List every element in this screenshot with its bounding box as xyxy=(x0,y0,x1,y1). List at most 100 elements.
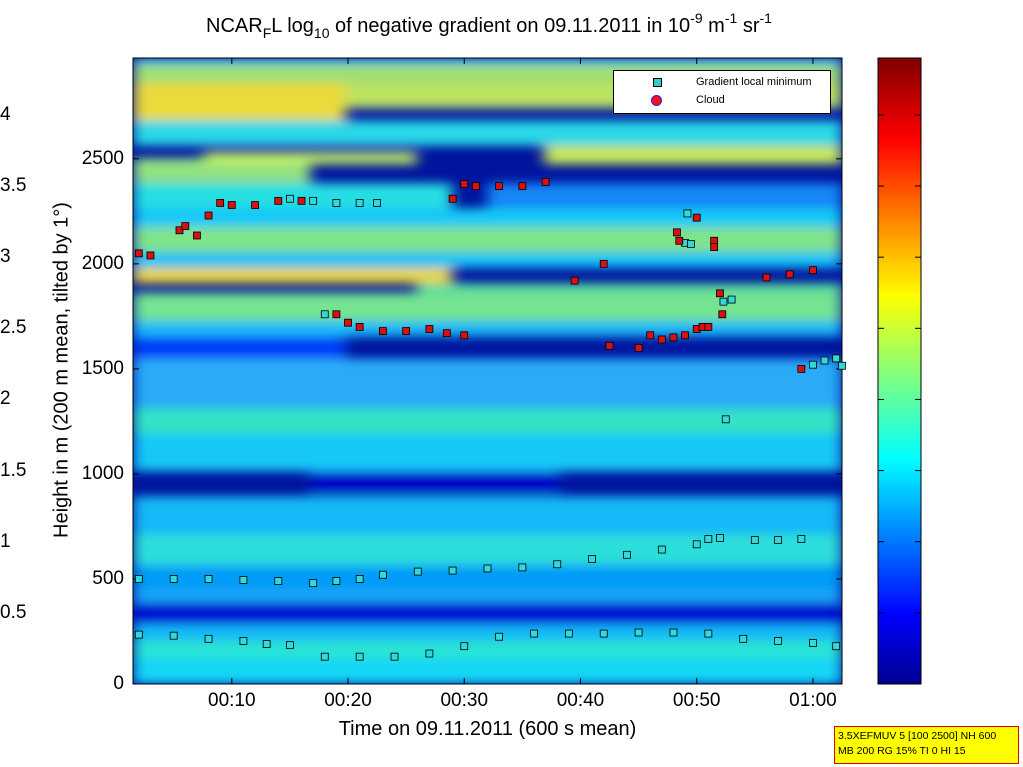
gradient-minimum-point xyxy=(704,629,713,638)
gradient-minimum-point xyxy=(832,642,841,651)
gradient-minimum-point xyxy=(448,566,457,575)
gradient-minimum-point xyxy=(704,535,713,543)
colorbar-tick-label: 0.5 xyxy=(0,601,27,623)
cloud-point xyxy=(797,364,806,373)
cloud-point xyxy=(704,322,713,331)
x-axis-label: Time on 09.11.2011 (600 s mean) xyxy=(338,718,637,740)
gradient-minimum-point xyxy=(239,637,248,645)
cloud-point xyxy=(425,325,434,333)
y-tick-label: 1500 xyxy=(81,357,124,379)
x-tick-label: 01:00 xyxy=(789,690,837,711)
cloud-point xyxy=(646,331,655,340)
gradient-minimum-point xyxy=(286,641,294,650)
cloud-point xyxy=(471,182,480,191)
cloud-point xyxy=(809,266,817,275)
gradient-minimum-point xyxy=(683,209,692,218)
legend-entry-gradient-minimum: Gradient local minimum xyxy=(614,73,830,91)
colorbar xyxy=(877,57,922,685)
chart-title: NCARFL log10 of negative gradient on 09.… xyxy=(206,10,772,41)
gradient-minimum-point xyxy=(657,545,666,554)
cloud-point xyxy=(181,222,190,230)
cloud-point xyxy=(378,327,387,335)
gradient-minimum-point xyxy=(355,575,364,583)
colorbar-tick-label: 3 xyxy=(0,246,11,268)
gradient-minimum-point xyxy=(832,354,841,363)
legend-entry-cloud: Cloud xyxy=(614,91,830,109)
cloud-point xyxy=(344,318,352,327)
gradient-minimum-point xyxy=(774,536,782,545)
y-tick-label: 2000 xyxy=(81,252,124,274)
gradient-minimum-point xyxy=(390,652,399,661)
gradient-minimum-point xyxy=(750,536,759,545)
x-tick-label: 00:40 xyxy=(556,690,605,711)
gradient-minimum-point xyxy=(239,576,248,584)
gradient-minimum-point xyxy=(838,361,846,370)
cloud-point xyxy=(785,270,794,279)
cloud-point xyxy=(681,331,689,340)
cloud-point xyxy=(175,226,184,235)
gradient-minimum-point xyxy=(687,240,695,248)
y-axis-label: Height in m (200 m mean, tilted by 1°) xyxy=(50,202,73,538)
gradient-minimum-point xyxy=(719,297,728,306)
cloud-point xyxy=(251,201,259,209)
gradient-minimum-point xyxy=(169,631,178,640)
cloud-point xyxy=(332,310,341,319)
cloud-point xyxy=(599,259,608,268)
gradient-minimum-point xyxy=(739,634,748,643)
gradient-minimum-point xyxy=(727,295,736,304)
cloud-point xyxy=(570,276,579,285)
y-tick-label: 500 xyxy=(92,567,124,589)
x-tick-label: 00:20 xyxy=(324,690,372,711)
gradient-minimum-point xyxy=(204,634,213,643)
colorbar-tick-label: 2 xyxy=(0,388,11,410)
cloud-point xyxy=(204,211,213,220)
circle-marker-icon xyxy=(651,95,662,106)
marker-layer xyxy=(134,178,846,661)
gradient-minimum-point xyxy=(564,629,573,638)
cloud-point xyxy=(673,228,681,237)
gradient-minimum-point xyxy=(669,628,678,637)
cloud-point xyxy=(146,251,155,260)
gradient-minimum-point xyxy=(483,564,492,573)
x-tick-label: 00:10 xyxy=(208,690,256,711)
gradient-minimum-point xyxy=(774,637,782,645)
cloud-point xyxy=(274,196,283,205)
gradient-minimum-point xyxy=(599,629,608,638)
x-tick-label: 00:50 xyxy=(672,690,721,711)
cloud-point xyxy=(541,178,550,186)
gradient-minimum-point xyxy=(809,360,817,369)
colorbar-tick-label: 1.5 xyxy=(0,459,27,481)
cloud-point xyxy=(716,289,724,298)
colorbar-tick-label: 3.5 xyxy=(0,175,27,197)
gradient-minimum-point xyxy=(588,555,597,563)
gradient-minimum-point xyxy=(309,579,318,588)
gradient-minimum-point xyxy=(530,629,538,638)
cloud-point xyxy=(495,182,504,191)
cloud-point xyxy=(675,236,684,245)
plot-frame xyxy=(132,57,843,685)
gradient-minimum-point xyxy=(460,642,469,651)
gradient-minimum-point xyxy=(413,567,422,576)
gradient-minimum-point xyxy=(378,570,387,579)
cloud-point xyxy=(227,201,236,209)
gradient-minimum-point xyxy=(134,575,143,583)
colorbar-tick-label: 1 xyxy=(0,530,11,552)
gradient-minimum-point xyxy=(721,415,730,424)
cloud-point xyxy=(669,333,678,342)
gradient-minimum-point xyxy=(332,577,341,585)
cloud-point xyxy=(193,231,201,240)
cloud-point xyxy=(355,322,364,331)
gradient-minimum-point xyxy=(373,199,381,207)
cloud-point xyxy=(216,199,225,207)
gradient-minimum-point xyxy=(332,199,341,207)
gradient-minimum-point xyxy=(320,310,329,319)
cloud-point xyxy=(657,335,666,344)
gradient-minimum-point xyxy=(134,630,143,639)
cloud-point xyxy=(518,182,527,191)
gradient-minimum-point xyxy=(553,560,562,569)
gradient-minimum-point xyxy=(692,540,701,549)
legend: Gradient local minimum Cloud xyxy=(613,70,831,114)
gradient-minimum-point xyxy=(518,563,527,572)
cloud-point xyxy=(605,341,614,350)
gradient-minimum-point xyxy=(809,639,817,647)
